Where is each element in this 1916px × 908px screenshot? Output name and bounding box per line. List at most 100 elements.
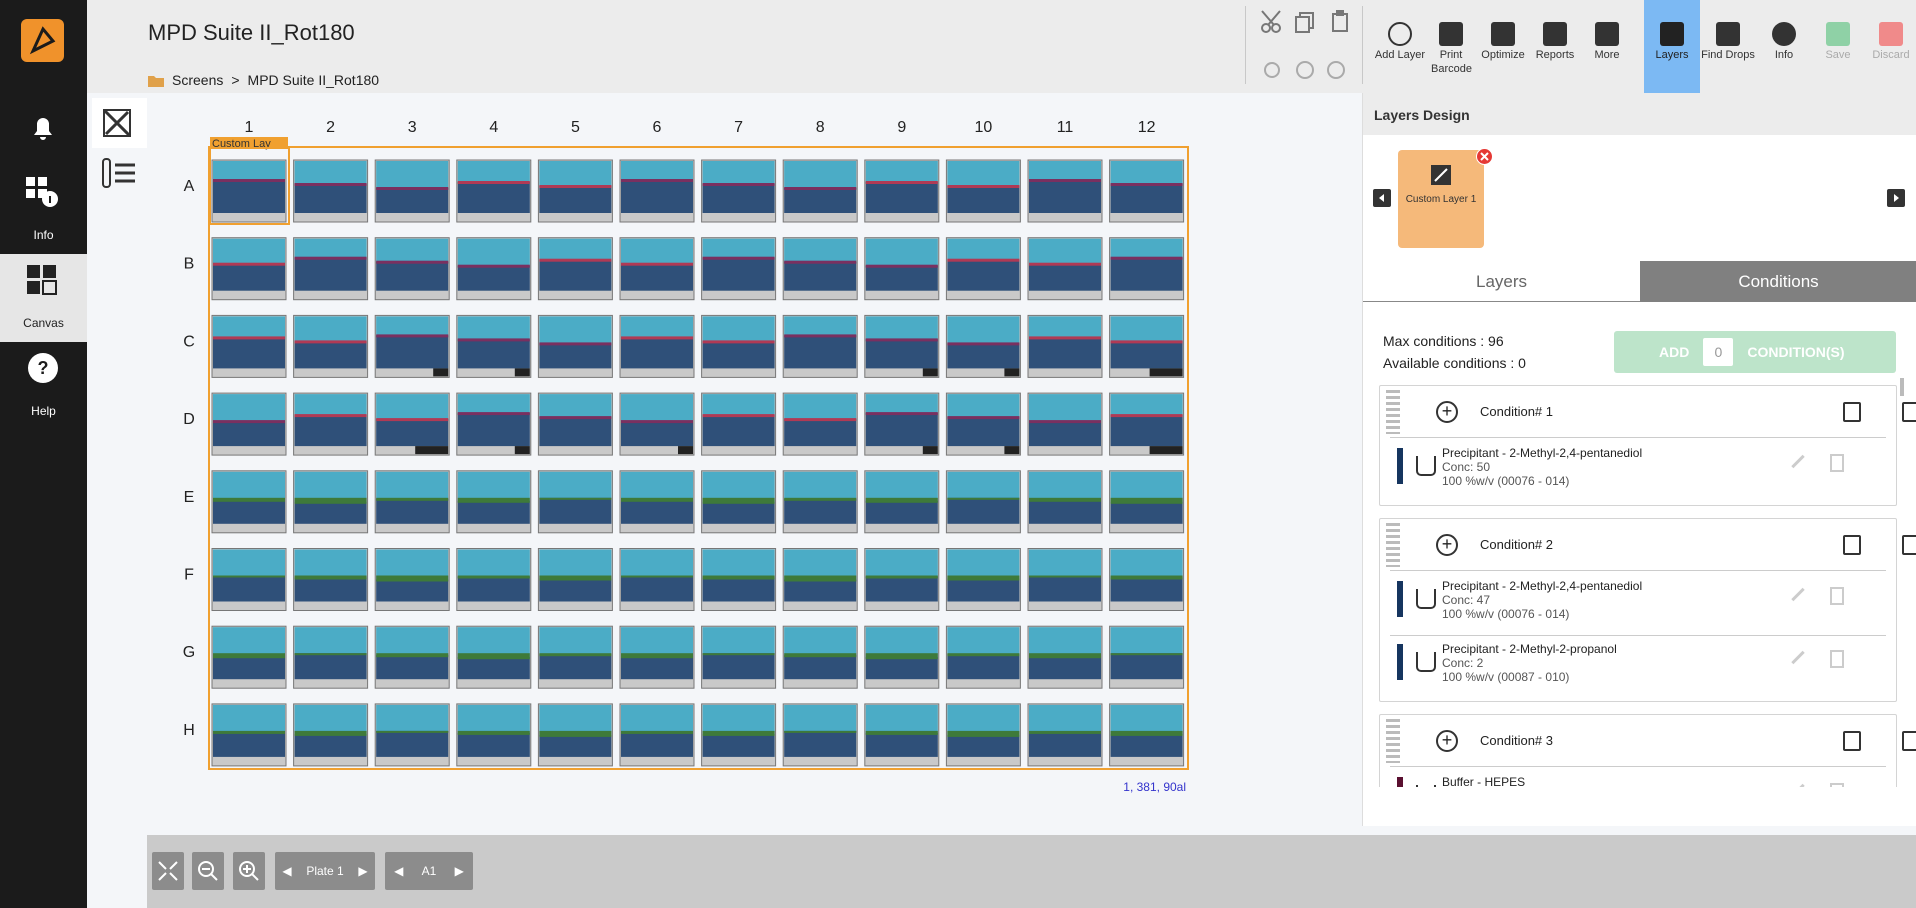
well[interactable] (1110, 626, 1184, 688)
edit-ingredient[interactable] (1791, 651, 1804, 664)
well[interactable] (1110, 315, 1184, 377)
well[interactable] (865, 704, 939, 766)
well[interactable] (1110, 549, 1184, 611)
remove-layer[interactable] (1476, 148, 1493, 165)
well[interactable] (375, 238, 449, 300)
well[interactable] (1028, 393, 1102, 455)
add-ingredient[interactable]: + (1436, 730, 1458, 752)
well[interactable] (783, 626, 857, 688)
well[interactable] (375, 393, 449, 455)
well[interactable] (457, 393, 531, 455)
well[interactable] (783, 471, 857, 533)
help-icon[interactable]: ? (27, 352, 59, 384)
delete-ingredient[interactable] (1830, 587, 1844, 605)
well[interactable] (538, 471, 612, 533)
tool-icon[interactable] (1491, 22, 1515, 46)
well[interactable] (620, 315, 694, 377)
well[interactable] (946, 626, 1020, 688)
add-ingredient[interactable]: + (1436, 534, 1458, 556)
paste-condition[interactable] (1902, 731, 1916, 751)
tool-icon[interactable] (1879, 22, 1903, 46)
tab-active[interactable]: Conditions (1640, 261, 1916, 302)
well[interactable] (620, 393, 694, 455)
well[interactable] (946, 160, 1020, 222)
well[interactable] (946, 471, 1020, 533)
copy-condition[interactable] (1843, 535, 1861, 555)
well[interactable] (1028, 549, 1102, 611)
well[interactable] (375, 471, 449, 533)
well[interactable] (294, 393, 368, 455)
well[interactable] (457, 704, 531, 766)
well[interactable] (1110, 393, 1184, 455)
well[interactable] (702, 393, 776, 455)
next[interactable]: ▶ (455, 864, 464, 878)
well[interactable] (538, 549, 612, 611)
drag-handle[interactable] (1386, 719, 1400, 763)
well[interactable] (457, 549, 531, 611)
delete-ingredient[interactable] (1830, 454, 1844, 472)
well[interactable] (294, 626, 368, 688)
well[interactable] (1028, 471, 1102, 533)
copy-condition[interactable] (1843, 402, 1861, 422)
delete-ingredient[interactable] (1830, 783, 1844, 787)
well[interactable] (1110, 238, 1184, 300)
tool-list[interactable] (101, 157, 137, 191)
well[interactable] (702, 315, 776, 377)
drag-handle[interactable] (1386, 523, 1400, 567)
tool-icon[interactable] (1716, 22, 1740, 46)
well[interactable] (294, 238, 368, 300)
edit-ingredient[interactable] (1791, 455, 1804, 468)
well[interactable] (702, 160, 776, 222)
nav-label[interactable]: Canvas (0, 316, 87, 330)
well[interactable] (865, 471, 939, 533)
well[interactable] (1028, 626, 1102, 688)
well[interactable] (457, 160, 531, 222)
tool-icon[interactable] (1826, 22, 1850, 46)
tool-icon[interactable] (1543, 22, 1567, 46)
crumb[interactable]: Screens (172, 72, 223, 88)
edit-ingredient[interactable] (1791, 588, 1804, 601)
well[interactable] (620, 471, 694, 533)
well[interactable] (294, 471, 368, 533)
next[interactable]: ▶ (358, 864, 367, 878)
well[interactable] (620, 238, 694, 300)
well[interactable] (375, 160, 449, 222)
well[interactable] (1028, 238, 1102, 300)
well[interactable] (702, 471, 776, 533)
fit-button[interactable] (152, 852, 184, 890)
well[interactable] (375, 704, 449, 766)
well[interactable] (946, 549, 1020, 611)
well[interactable] (375, 315, 449, 377)
well[interactable] (783, 549, 857, 611)
tool-active[interactable] (92, 98, 147, 148)
well[interactable] (538, 704, 612, 766)
nav-label[interactable]: Info (0, 228, 87, 242)
well[interactable] (212, 471, 286, 533)
well[interactable] (865, 626, 939, 688)
count-input[interactable]: 0 (1703, 338, 1733, 366)
well[interactable] (212, 315, 286, 377)
well[interactable] (212, 626, 286, 688)
well[interactable] (538, 315, 612, 377)
well[interactable] (865, 238, 939, 300)
well[interactable] (783, 160, 857, 222)
well[interactable] (212, 549, 286, 611)
zoom-in[interactable] (233, 852, 265, 890)
bell-icon[interactable] (28, 113, 58, 143)
add-ingredient[interactable]: + (1436, 401, 1458, 423)
well[interactable] (294, 315, 368, 377)
prev-arrow[interactable] (1373, 189, 1391, 207)
copy-condition[interactable] (1843, 731, 1861, 751)
prev[interactable]: ◀ (394, 864, 403, 878)
info-icon[interactable] (24, 175, 60, 209)
well[interactable] (783, 238, 857, 300)
well[interactable] (783, 315, 857, 377)
logo[interactable] (21, 19, 64, 62)
well[interactable] (620, 704, 694, 766)
well[interactable] (620, 549, 694, 611)
well[interactable] (538, 238, 612, 300)
well[interactable] (702, 626, 776, 688)
well[interactable] (946, 393, 1020, 455)
well[interactable] (865, 315, 939, 377)
well[interactable] (620, 626, 694, 688)
